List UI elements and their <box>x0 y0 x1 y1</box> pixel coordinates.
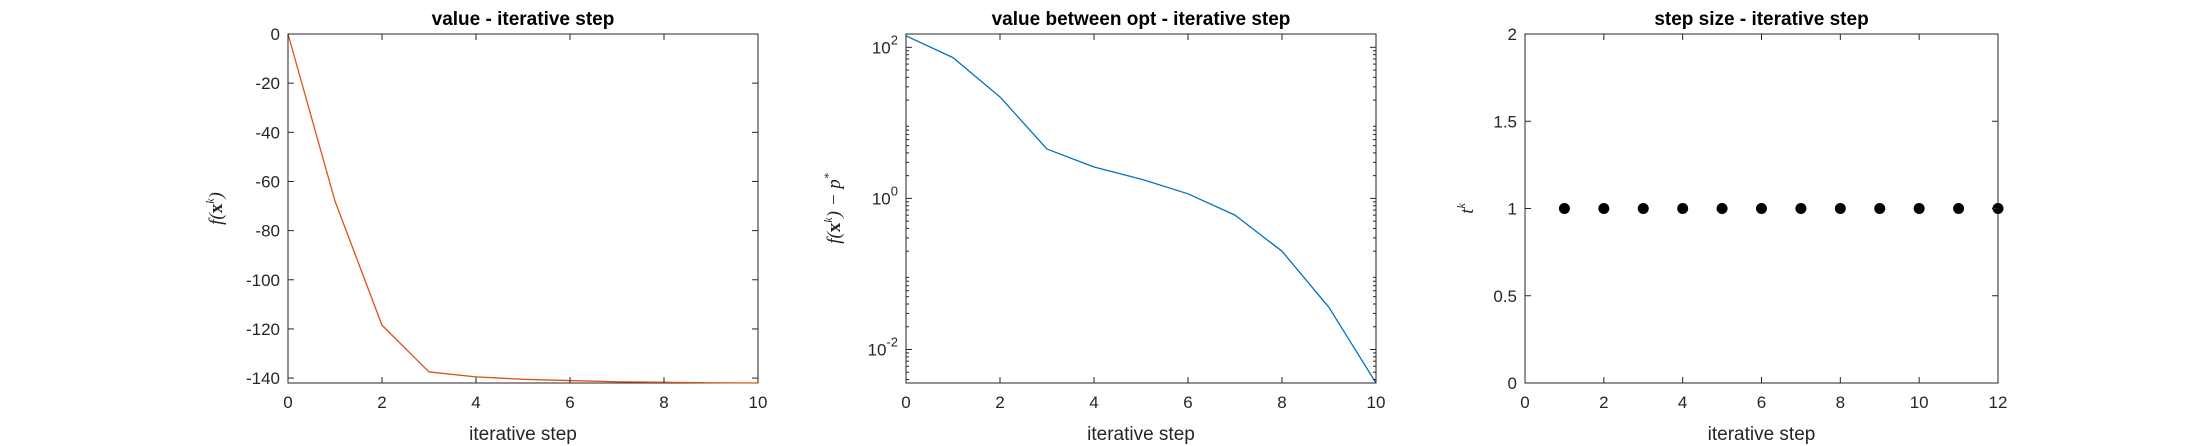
data-point <box>1598 203 1610 214</box>
x-tick-label: 2 <box>995 393 1004 412</box>
data-point <box>1756 203 1767 214</box>
y-tick-label: 10-2 <box>868 334 898 359</box>
x-tick-label: 2 <box>1599 393 1608 412</box>
y-axis-label: f(xk) <box>203 192 227 225</box>
y-tick-label: -80 <box>255 222 280 241</box>
x-tick-label: 4 <box>471 393 480 412</box>
x-tick-label: 4 <box>1678 393 1687 412</box>
y-tick-label: 100 <box>872 183 898 208</box>
y-tick-label: 102 <box>872 32 898 57</box>
x-tick-label: 6 <box>1757 393 1766 412</box>
data-point <box>1953 203 1965 214</box>
y-tick-label: -40 <box>255 123 280 142</box>
y-tick-label: -140 <box>246 369 280 388</box>
data-point <box>1834 203 1846 214</box>
x-tick-label: 10 <box>1910 393 1929 412</box>
plot-area <box>287 33 759 384</box>
x-tick-label: 0 <box>1520 393 1529 412</box>
series-line <box>905 35 1377 384</box>
chart-panel-step-size: step size - iterative step iterative ste… <box>1454 9 2007 445</box>
x-tick-label: 10 <box>1367 393 1386 412</box>
y-tick-label: 0 <box>1508 374 1517 393</box>
x-axis-label: iterative step <box>1087 424 1195 445</box>
x-tick-label: 6 <box>565 393 574 412</box>
x-tick-label: 2 <box>377 393 386 412</box>
y-axis-label: f(xk) − p* <box>821 173 845 244</box>
y-tick-label: 2 <box>1508 25 1517 44</box>
chart-panel-value-between-opt: value between opt - iterative step itera… <box>821 9 1385 445</box>
x-tick-label: 8 <box>659 393 668 412</box>
y-tick-label: -100 <box>246 271 280 290</box>
chart-title: step size - iterative step <box>1654 9 1868 30</box>
data-point <box>1677 203 1689 214</box>
data-point <box>1913 203 1925 214</box>
chart-title: value - iterative step <box>432 9 615 30</box>
y-tick-label: -20 <box>255 74 280 93</box>
y-tick-label: 0.5 <box>1493 287 1517 306</box>
axes-box <box>905 33 1377 384</box>
svg-text:f(xk): f(xk) <box>203 192 227 225</box>
axes-box <box>287 33 759 384</box>
chart-title: value between opt - iterative step <box>992 9 1291 30</box>
y-axis-label: tk <box>1454 203 1478 214</box>
x-tick-label: 6 <box>1183 393 1192 412</box>
data-point <box>1874 203 1886 214</box>
y-tick-label: 1.5 <box>1493 112 1517 131</box>
x-tick-label: 4 <box>1089 393 1098 412</box>
x-tick-label: 8 <box>1836 393 1845 412</box>
data-point <box>1795 203 1807 214</box>
chart-panel-value: value - iterative step iterative step f(… <box>203 9 767 445</box>
data-point <box>1637 203 1649 214</box>
x-axis-label: iterative step <box>1708 424 1816 445</box>
data-point <box>1558 203 1570 214</box>
y-tick-label: -120 <box>246 320 280 339</box>
svg-text:tk: tk <box>1454 203 1478 214</box>
x-tick-label: 0 <box>283 393 292 412</box>
plot-area <box>905 35 1377 384</box>
svg-text:f(xk) − p*: f(xk) − p* <box>821 173 845 244</box>
x-tick-label: 10 <box>749 393 768 412</box>
x-tick-label: 12 <box>1989 393 2008 412</box>
plot-area <box>1558 203 2004 214</box>
data-point <box>1716 203 1728 214</box>
series-line <box>287 33 759 384</box>
x-axis-label: iterative step <box>469 424 577 445</box>
x-tick-label: 0 <box>901 393 910 412</box>
y-tick-label: 1 <box>1508 200 1517 219</box>
x-tick-label: 8 <box>1277 393 1286 412</box>
y-tick-label: -60 <box>255 172 280 191</box>
y-tick-label: 0 <box>271 25 280 44</box>
